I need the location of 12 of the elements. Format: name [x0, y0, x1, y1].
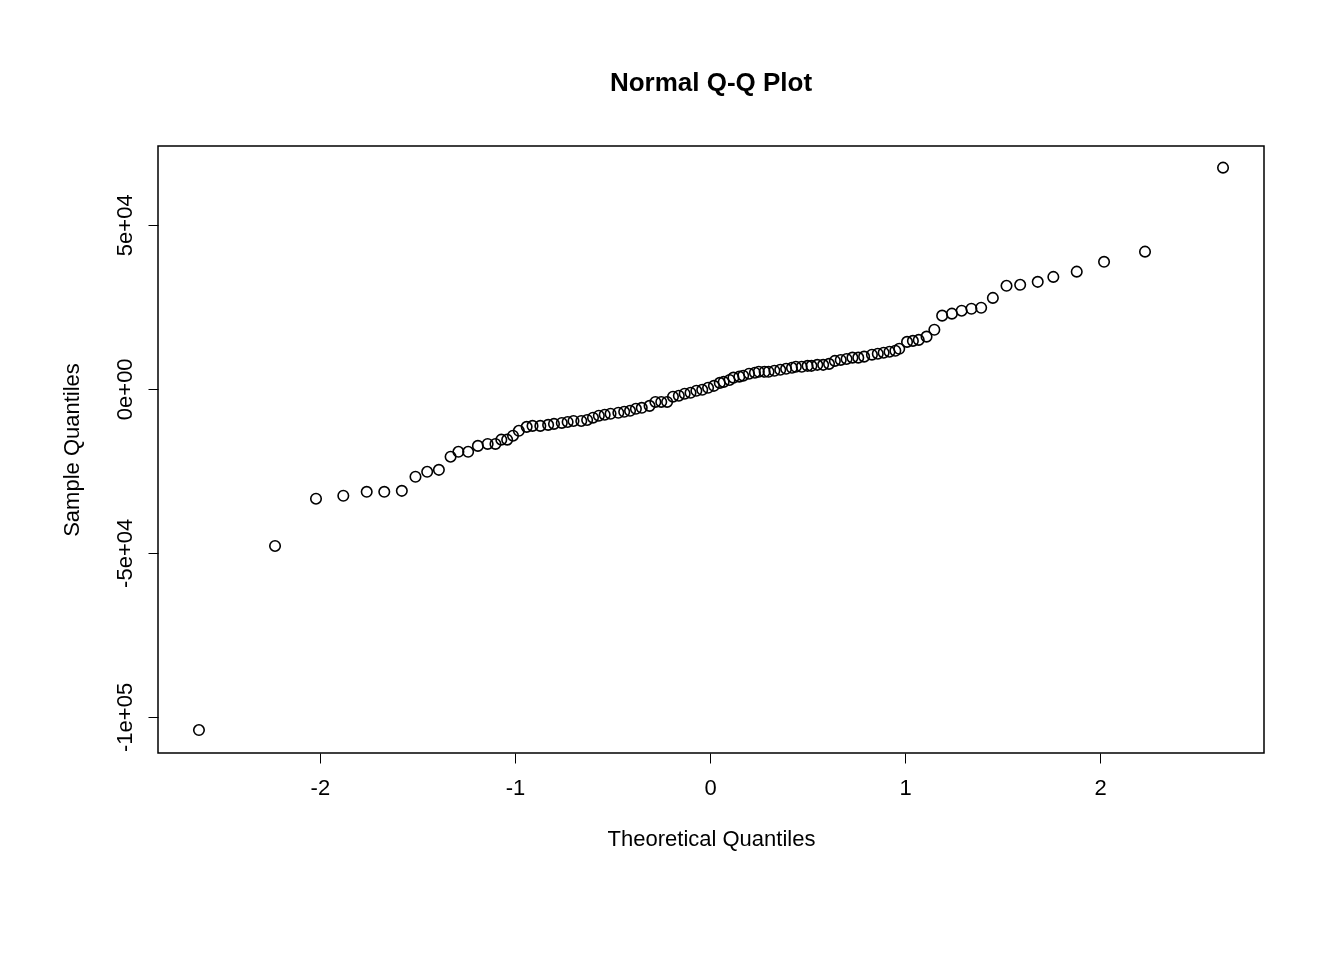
y-tick-label: -5e+04	[111, 518, 137, 588]
x-tick-label: 0	[704, 774, 717, 800]
x-tick-label: -1	[505, 774, 526, 800]
x-tick-label: 2	[1094, 774, 1107, 800]
chart-title: Normal Q-Q Plot	[609, 67, 813, 97]
y-tick-label: 0e+00	[111, 358, 137, 421]
x-axis-title: Theoretical Quantiles	[607, 825, 816, 851]
x-tick-label: -2	[310, 774, 331, 800]
x-tick-label: 1	[899, 774, 912, 800]
y-axis-title: Sample Quantiles	[58, 363, 84, 537]
y-tick-label: 5e+04	[111, 194, 137, 257]
y-tick-label: -1e+05	[111, 682, 137, 752]
